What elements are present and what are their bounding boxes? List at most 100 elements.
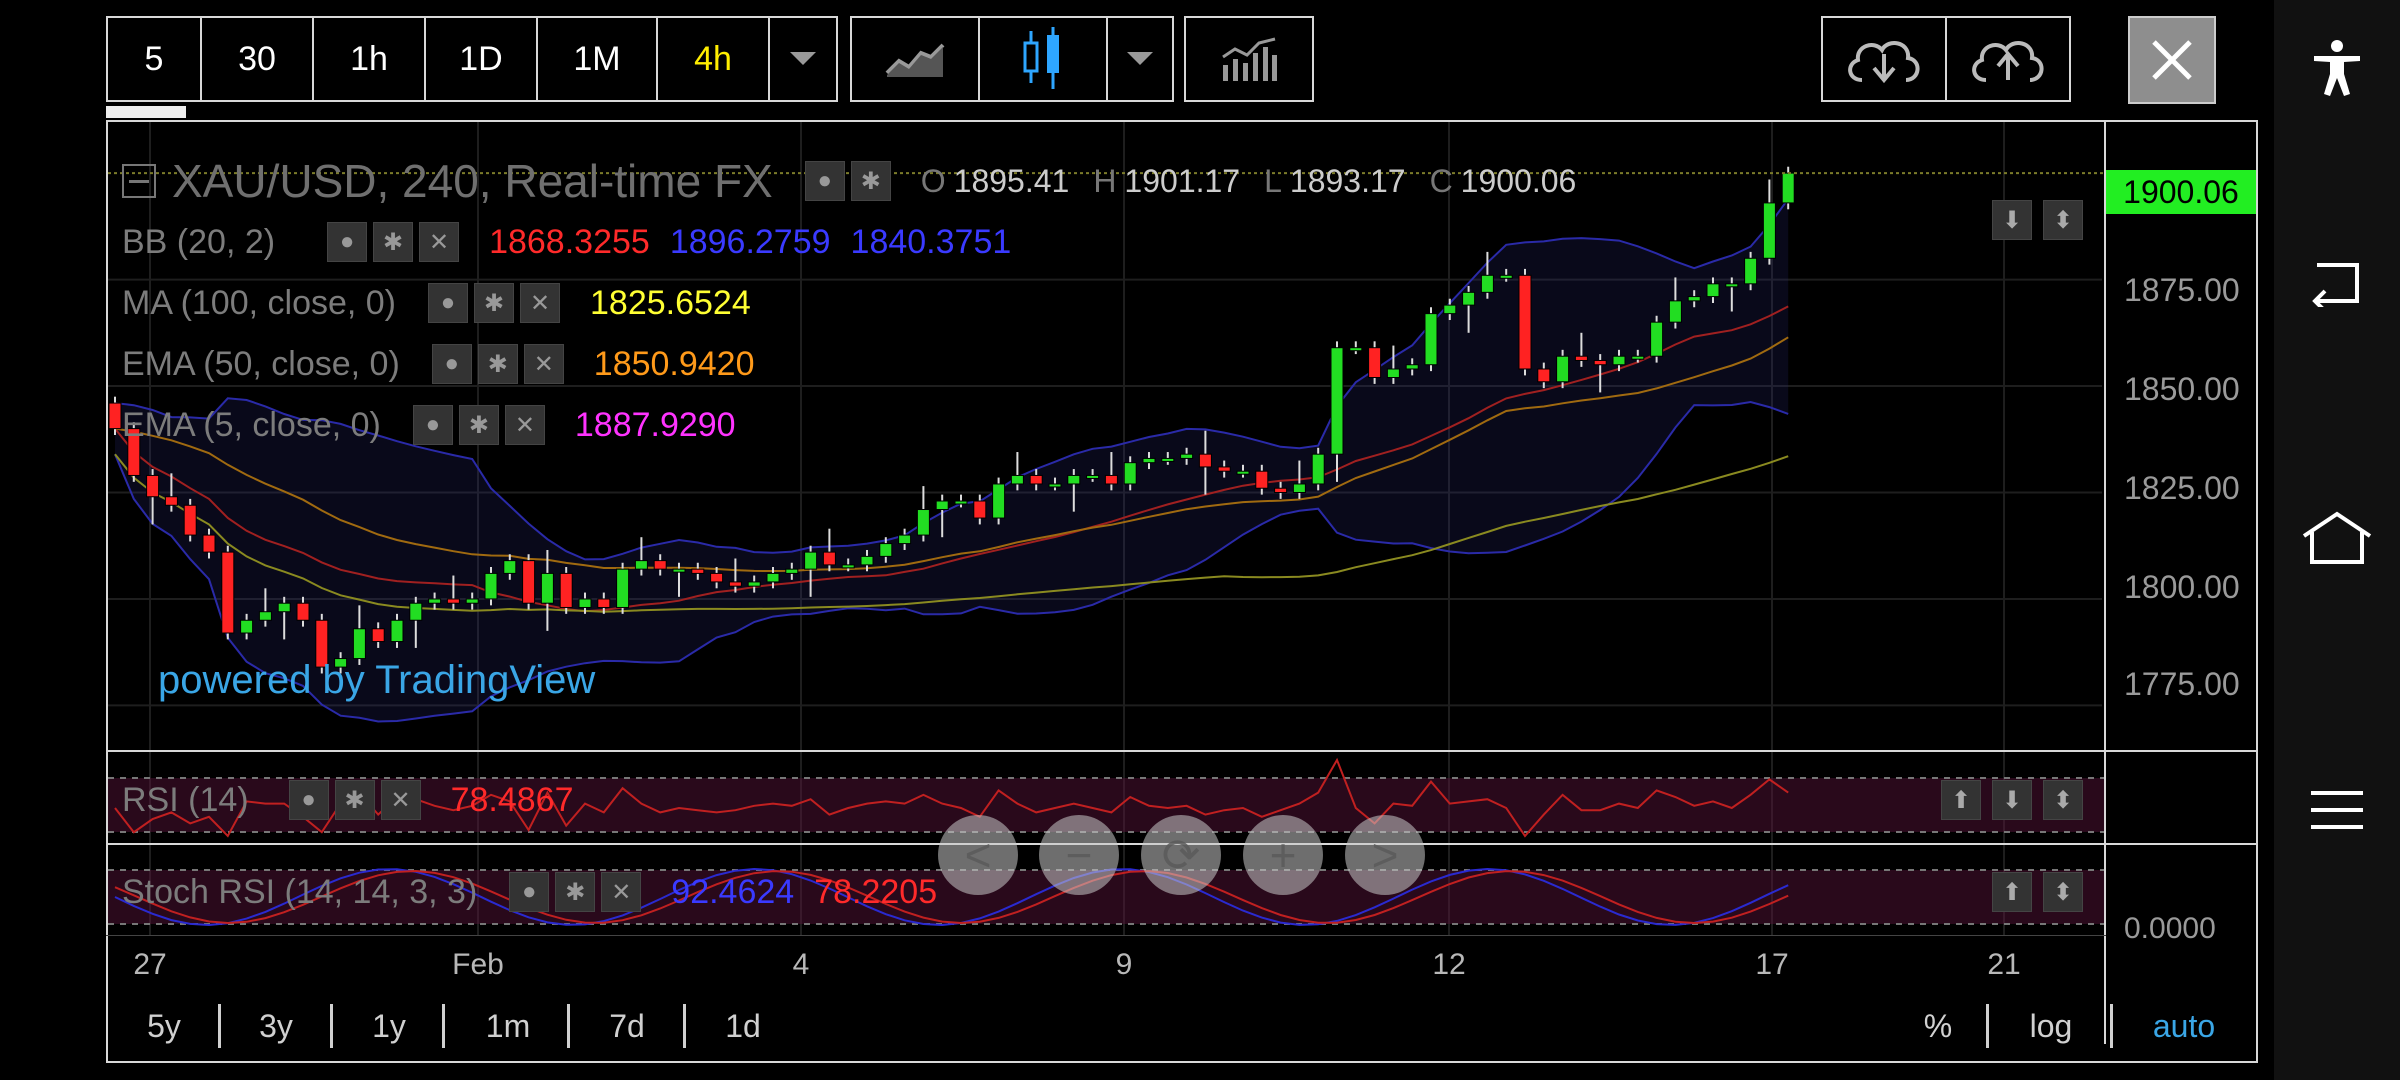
line-chart-button[interactable]: [852, 18, 980, 100]
gear-icon[interactable]: ✱: [334, 780, 375, 820]
eye-icon[interactable]: ●: [288, 780, 329, 820]
close-icon[interactable]: ✕: [601, 872, 642, 912]
range-7d-button[interactable]: 7d: [609, 1008, 645, 1044]
close-chart-button[interactable]: [2128, 16, 2216, 104]
interval-group: 5 30 1h 1D 1M 4h: [106, 16, 838, 102]
gear-icon[interactable]: ✱: [850, 161, 891, 201]
expand-vertical-icon[interactable]: ⬍: [2043, 780, 2083, 820]
range-3y-button[interactable]: 3y: [259, 1008, 293, 1044]
interval-1m-button[interactable]: 1M: [538, 18, 658, 100]
expand-vertical-icon[interactable]: ⬍: [2043, 200, 2083, 240]
chart-style-dropdown-button[interactable]: [1108, 18, 1172, 100]
candle-body: [1368, 347, 1382, 379]
auto-scale-button[interactable]: auto: [2152, 1008, 2216, 1044]
candle-body: [1274, 487, 1288, 493]
candle-body: [503, 560, 517, 574]
bollinger-median-line: [114, 305, 1789, 613]
accessibility-icon[interactable]: [2300, 38, 2374, 98]
candle-body: [728, 581, 742, 587]
range-5y-button[interactable]: 5y: [147, 1008, 181, 1044]
reset-zoom-button[interactable]: ⟳: [1141, 815, 1221, 895]
candle-body: [1067, 474, 1081, 485]
chart-scroll-indicator[interactable]: [106, 106, 186, 118]
candle-body: [916, 509, 930, 536]
close-icon[interactable]: ✕: [419, 222, 460, 262]
cloud-upload-button[interactable]: [1947, 18, 2069, 100]
candle-body: [1706, 283, 1720, 298]
candle-body: [1311, 453, 1325, 485]
eye-icon[interactable]: ●: [327, 222, 368, 262]
indicators-button[interactable]: [1184, 16, 1314, 102]
indicators-button-inner[interactable]: [1186, 18, 1312, 100]
eye-icon[interactable]: ●: [412, 405, 453, 445]
ohlc-low-value: 1893.17: [1289, 162, 1406, 199]
ohlc-open-value: 1895.41: [953, 162, 1070, 199]
candles-button[interactable]: [980, 18, 1108, 100]
tradingview-watermark[interactable]: powered by TradingView: [158, 658, 596, 702]
close-icon[interactable]: ✕: [380, 780, 421, 820]
gear-icon[interactable]: ✱: [474, 283, 515, 323]
close-icon[interactable]: ✕: [520, 283, 561, 323]
study-name: MA (100, close, 0): [122, 283, 397, 322]
bb-lower-value: 1840.3751: [850, 222, 1012, 261]
range-separator: [2110, 1004, 2113, 1048]
gear-icon[interactable]: ✱: [458, 405, 499, 445]
candle-body: [1687, 296, 1701, 302]
interval-dropdown-button[interactable]: [770, 18, 836, 100]
candle-body: [616, 568, 630, 608]
eye-icon[interactable]: ●: [428, 283, 469, 323]
zoom-out-button[interactable]: −: [1039, 815, 1119, 895]
expand-vertical-icon[interactable]: ⬍: [2043, 872, 2083, 912]
scroll-down-icon[interactable]: ⬇: [1992, 200, 2032, 240]
interval-5-button[interactable]: 5: [108, 18, 202, 100]
eye-icon[interactable]: ●: [431, 344, 472, 384]
eye-icon[interactable]: ●: [804, 161, 845, 201]
interval-4h-button[interactable]: 4h: [658, 18, 770, 100]
move-up-icon[interactable]: ⬆: [1941, 780, 1981, 820]
range-1d-button[interactable]: 1d: [725, 1008, 761, 1044]
gear-icon[interactable]: ✱: [373, 222, 414, 262]
candle-body: [578, 598, 592, 608]
ma100-line: [114, 453, 1789, 613]
candle-body: [1499, 274, 1513, 279]
zoom-in-button[interactable]: +: [1243, 815, 1323, 895]
stoch-legend: Stoch RSI (14, 14, 3, 3) ● ✱ ✕ 92.4624 78.…: [122, 872, 957, 912]
candle-body: [277, 602, 291, 613]
scroll-right-button[interactable]: >: [1345, 815, 1425, 895]
log-scale-button[interactable]: log: [2029, 1008, 2073, 1044]
candle-body: [1650, 321, 1664, 357]
study-name: EMA (50, close, 0): [122, 344, 400, 383]
candle-body: [822, 551, 836, 566]
time-axis-label: Feb: [452, 948, 504, 981]
close-icon[interactable]: ✕: [523, 344, 564, 384]
collapse-legend-icon[interactable]: [122, 164, 156, 198]
main-pane-divider: [106, 750, 2258, 752]
gear-icon[interactable]: ✱: [555, 872, 596, 912]
candle-body: [691, 568, 705, 574]
interval-30-button[interactable]: 30: [202, 18, 314, 100]
percent-scale-button[interactable]: %: [1923, 1008, 1953, 1044]
recent-apps-icon[interactable]: [2300, 780, 2374, 840]
interval-1h-button[interactable]: 1h: [314, 18, 426, 100]
range-1y-button[interactable]: 1y: [372, 1008, 406, 1044]
candle-body: [597, 598, 611, 608]
eye-icon[interactable]: ●: [509, 872, 550, 912]
range-1m-button[interactable]: 1m: [485, 1008, 531, 1044]
interval-1d-button[interactable]: 1D: [426, 18, 538, 100]
scroll-left-button[interactable]: <: [938, 815, 1018, 895]
price-axis-label: 1825.00: [2124, 470, 2240, 506]
close-icon[interactable]: ✕: [504, 405, 545, 445]
move-down-icon[interactable]: ⬇: [1992, 780, 2032, 820]
candle-body: [1142, 457, 1156, 464]
home-icon[interactable]: [2300, 508, 2374, 568]
cloud-download-button[interactable]: [1823, 18, 1947, 100]
gear-icon[interactable]: ✱: [477, 344, 518, 384]
candle-body: [1556, 355, 1570, 383]
chart-style-group: [850, 16, 1174, 102]
stoch-k-value: 92.4624: [671, 872, 795, 911]
time-axis-label: 9: [1115, 948, 1133, 981]
move-up-icon[interactable]: ⬆: [1992, 872, 2032, 912]
back-icon[interactable]: [2300, 254, 2374, 314]
study-row-ema5: EMA (5, close, 0) ● ✱ ✕ 1887.9290: [122, 405, 756, 445]
